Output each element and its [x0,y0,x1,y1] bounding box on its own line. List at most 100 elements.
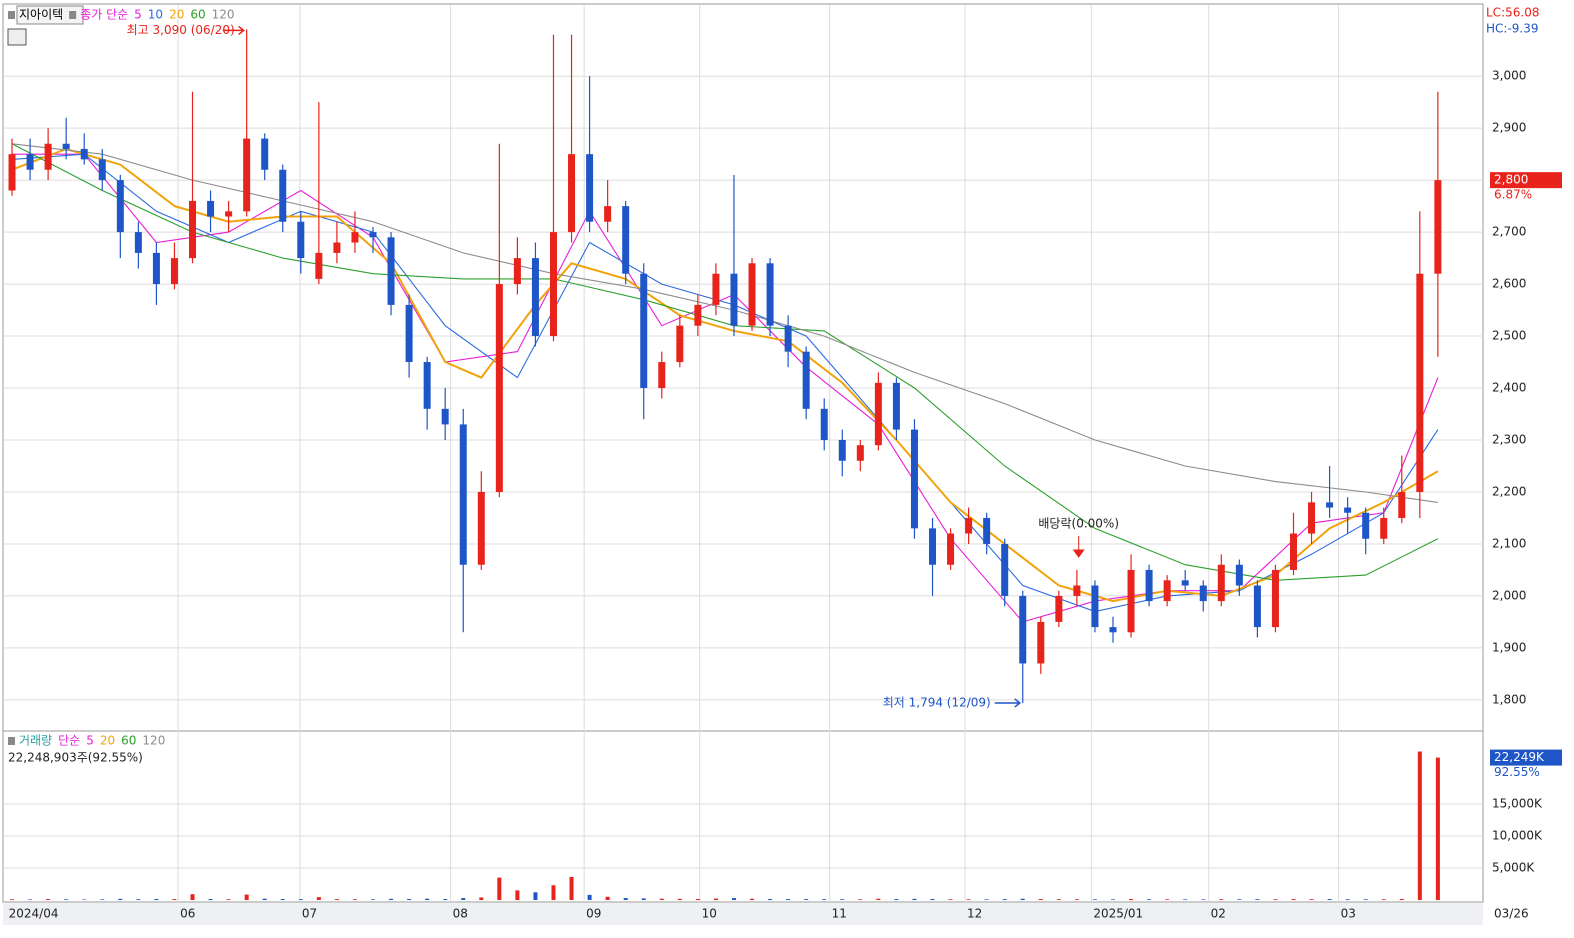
volume-bar [659,898,664,900]
volume-bar [858,899,863,900]
volume-bar [750,898,755,900]
volume-bar [1435,757,1440,900]
hc-label: HC:-9.39 [1486,22,1539,36]
volume-bar [389,898,394,900]
candle-body [116,180,124,233]
volume-bar [1291,899,1296,900]
y-tick-label: 1,900 [1492,640,1526,654]
volume-bar [948,899,953,900]
candle-body [874,382,882,446]
y-tick-label: 1,800 [1492,692,1526,706]
low-annotation: 최저 1,794 (12/09) [883,695,991,709]
y-tick-label: 2,400 [1492,381,1526,395]
x-tick-label: 2024/04 [9,907,59,921]
volume-bar [46,899,51,900]
volume-bar [208,898,213,900]
candle-body [261,138,269,170]
volume-bar [677,898,682,900]
candle-body [712,273,720,305]
volume-legend-title: 거래량 [19,734,52,748]
candle-body [477,491,485,565]
x-tick-label: 09 [586,907,601,921]
candle-body [1253,585,1261,628]
volume-bar [695,898,700,900]
y-tick-label: 2,000 [1492,588,1526,602]
candle-body [1380,517,1388,539]
y-tick-label: 3,000 [1492,69,1526,83]
volume-bar [190,894,195,900]
candle-body [1271,569,1279,628]
candle-body [62,143,70,149]
x-tick-label: 11 [832,907,847,921]
volume-bar [1165,899,1170,900]
candle-body [983,517,991,544]
x-tick-label: 07 [302,907,317,921]
candle-body [856,445,864,461]
volume-legend-entry: 60 [121,734,136,748]
plot-frame [2,3,1484,903]
volume-bar [28,899,33,900]
dividend-marker [1072,536,1085,558]
candle-body [134,232,142,253]
volume-bar [587,894,592,900]
candle-body [820,408,828,440]
volume-tag-label: 22,249K [1494,750,1545,764]
volume-bar [443,899,448,900]
stock-name: 지아이텍 [19,8,63,22]
candle-body [910,429,918,529]
legend-entry: 5 [134,8,142,22]
volume-legend-entry: 20 [100,734,115,748]
candle-body [1145,569,1153,602]
candle-body [784,325,792,352]
volume-bar [1237,899,1242,900]
volume-bar [1255,899,1260,900]
volume-bar [894,899,899,900]
volume-bar [172,899,177,900]
candle-body [965,517,973,534]
volume-bar [641,898,646,900]
candle-body [1434,180,1442,274]
volume-bar [334,899,339,900]
candle-body [98,159,106,181]
candle-body [676,325,684,363]
y-tick-label: 2,300 [1492,433,1526,447]
volume-bar [1345,899,1350,900]
candle-body [1308,502,1316,534]
volume-bar [731,898,736,900]
volume-bar [316,897,321,900]
legend-icon [69,11,77,19]
volume-bar [786,899,791,900]
candle-body [1199,585,1207,602]
table-icon[interactable] [7,28,27,46]
volume-bar [1092,899,1097,900]
candle-body [8,154,16,191]
x-tick-label: 2025/01 [1093,907,1143,921]
candle-body [802,351,810,409]
volume-bar [262,898,267,900]
legend-box [16,5,84,25]
candle-body [170,258,178,285]
y-tick-label: 2,500 [1492,329,1526,343]
ma-legend-label: 종가 단순 [80,8,128,22]
y-tick-label: 2,600 [1492,277,1526,291]
y-tick-label: 2,900 [1492,121,1526,135]
volume-bar [298,899,303,900]
volume-bar [136,899,141,900]
y-tick-label: 10,000K [1492,828,1543,842]
candle-body [243,138,251,212]
legend-icon [8,11,15,19]
candle-body [152,252,160,285]
candle-body [44,143,52,170]
candle-body [80,148,88,160]
candle-body [929,528,937,565]
arrow [222,25,245,36]
candle-body [1019,595,1027,664]
volume-bar [840,899,845,900]
x-tick-label: 12 [967,907,982,921]
dividend-annotation: 배당락(0.00%) [1038,517,1119,531]
candle-body [1073,585,1081,596]
candle-body [1235,564,1243,586]
candle-body [225,211,233,217]
y-tick-label: 2,100 [1492,536,1526,550]
candle-body [26,154,34,170]
